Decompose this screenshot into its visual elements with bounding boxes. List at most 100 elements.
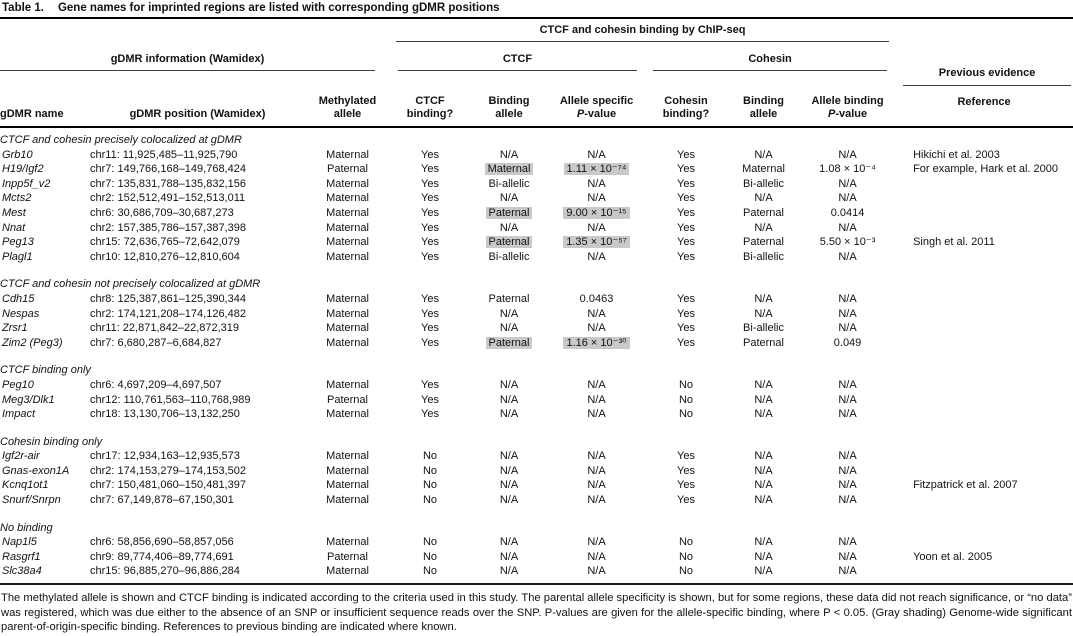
shaded-significant-value: Paternal: [485, 206, 533, 219]
cell-p: N/A: [587, 250, 606, 263]
cell-name: Inpp5f_v2: [2, 177, 51, 190]
cell-coba: N/A: [754, 494, 773, 507]
cell-p: N/A: [587, 307, 606, 320]
cell-p: N/A: [587, 550, 606, 563]
cell-ref: [895, 177, 1073, 192]
section-label: Cohesin binding only: [0, 435, 103, 448]
group-cohesin-label: Cohesin: [653, 53, 888, 71]
cell-cop: 0.049: [833, 336, 862, 349]
cell-cop: N/A: [838, 464, 857, 477]
cell-coba: N/A: [754, 221, 773, 234]
cell-coba: N/A: [754, 378, 773, 391]
cell-cb: No: [422, 450, 438, 463]
cell-name: Plagl1: [2, 250, 33, 263]
cell-pos: chr7: 149,766,168–149,768,424: [90, 163, 246, 176]
cell-ref: [895, 407, 1073, 422]
cell-cop: 1.08 × 10⁻⁴: [819, 163, 876, 176]
cell-coba: N/A: [754, 393, 773, 406]
cell-cb: No: [422, 494, 438, 507]
cell-pos: chr2: 152,512,491–152,513,011: [90, 192, 246, 205]
cell-meth: Maternal: [326, 494, 369, 507]
cell-pos: chr6: 30,686,709–30,687,273: [90, 206, 234, 219]
cell-name: Peg13: [2, 236, 34, 249]
cell-pos: chr11: 11,925,485–11,925,790: [90, 148, 238, 161]
cell-name: Zrsr1: [2, 322, 28, 335]
cell-cb: Yes: [421, 221, 439, 234]
cell-name: Kcnq1ot1: [2, 479, 49, 492]
cell-name: Cdh15: [2, 292, 35, 305]
cell-pos: chr11: 22,871,842–22,872,319: [90, 322, 240, 335]
cell-ref: Singh et al. 2011: [913, 236, 995, 249]
cell-cob: Yes: [677, 450, 695, 463]
cell-pos: chr7: 135,831,788–135,832,156: [90, 177, 246, 190]
cell-cob: Yes: [677, 464, 695, 477]
cell-ref: [895, 564, 1073, 586]
cell-cop: N/A: [838, 494, 857, 507]
cell-cob: Yes: [677, 479, 695, 492]
cell-meth: Maternal: [326, 450, 369, 463]
cell-pos: chr17: 12,934,163–12,935,573: [90, 450, 240, 463]
cell-cob: No: [678, 378, 694, 391]
col-header-gdmr-position: gDMR position (Wamidex): [90, 77, 305, 128]
cell-cb: No: [390, 564, 470, 586]
cell-cop: 0.0414: [830, 206, 865, 219]
cell-coba: Paternal: [743, 206, 784, 219]
cell-ref: For example, Hark et al. 2000: [913, 163, 1058, 176]
cell-ref: [895, 191, 1073, 206]
shaded-significant-value: 1.35 × 10⁻⁵⁷: [563, 236, 630, 249]
cell-cob: Yes: [677, 494, 695, 507]
col-header-cohesin-binding-allele: Binding allele: [727, 77, 800, 128]
table-footnote: The methylated allele is shown and CTCF …: [1, 592, 1072, 634]
group-gdmr-info: gDMR information (Wamidex): [0, 47, 390, 77]
cell-coba: N/A: [754, 464, 773, 477]
cell-cop: N/A: [800, 564, 896, 586]
cell-name: Mcts2: [2, 192, 32, 205]
section-spacer: [0, 264, 1073, 277]
table-number: Table 1.: [2, 2, 44, 14]
cell-meth: Maternal: [326, 250, 369, 263]
cell-coba: Bi-allelic: [743, 177, 784, 190]
table-row: Mcts2 chr2: 152,512,491–152,513,011 Matern…: [0, 191, 1073, 206]
cell-cb: Yes: [421, 250, 439, 263]
cell-cb: Yes: [421, 307, 439, 320]
cell-cop: N/A: [838, 479, 857, 492]
cell-meth: Maternal: [326, 408, 369, 421]
section-label: CTCF and cohesin precisely colocalized a…: [0, 134, 242, 146]
cell-pos: chr6: 4,697,209–4,697,507: [90, 378, 222, 391]
cell-cop: N/A: [838, 378, 857, 391]
cell-ba: N/A: [499, 221, 519, 234]
cell-cb: Yes: [421, 393, 439, 406]
cell-cb: Yes: [421, 163, 439, 176]
cell-coba: N/A: [754, 307, 773, 320]
cell-ref: Fitzpatrick et al. 2007: [913, 479, 1018, 492]
cell-coba: N/A: [754, 450, 773, 463]
cell-meth: Maternal: [326, 236, 369, 249]
cell-name: Mest: [2, 206, 26, 219]
cell-p: N/A: [587, 464, 606, 477]
cell-ba: N/A: [499, 322, 519, 335]
imprinted-regions-table: CTCF and cohesin binding by ChIP-seq gDM…: [0, 19, 1073, 586]
shaded-significant-value: 1.16 × 10⁻³⁰: [563, 336, 630, 349]
cell-meth: Maternal: [326, 307, 369, 320]
cell-cb: Yes: [421, 408, 439, 421]
cell-name: H19/Igf2: [2, 163, 44, 176]
section-row: No binding: [0, 521, 1073, 536]
cell-ref: [895, 378, 1073, 393]
section-spacer: [0, 350, 1073, 363]
reference-column-header: Reference: [957, 96, 1011, 108]
cell-name: Nap1l5: [2, 536, 37, 549]
cell-ba: N/A: [499, 408, 519, 421]
cell-p: N/A: [587, 393, 606, 406]
cell-meth: Maternal: [326, 536, 369, 549]
cell-ba: Paternal: [470, 206, 548, 221]
cell-p: 1.16 × 10⁻³⁰: [548, 336, 645, 351]
cell-ref: [895, 206, 1073, 221]
previous-evidence-label: Previous evidence: [903, 65, 1072, 86]
section-spacer: [0, 508, 1073, 521]
table-header: CTCF and cohesin binding by ChIP-seq gDM…: [0, 19, 1073, 128]
table-row: Nap1l5 chr6: 58,856,690–58,857,056 Materna…: [0, 535, 1073, 550]
cell-cob: Yes: [677, 236, 695, 249]
cell-cob: Yes: [677, 163, 695, 176]
cell-ba: N/A: [499, 378, 519, 391]
shaded-significant-value: 1.11 × 10⁻⁷⁴: [563, 163, 630, 176]
